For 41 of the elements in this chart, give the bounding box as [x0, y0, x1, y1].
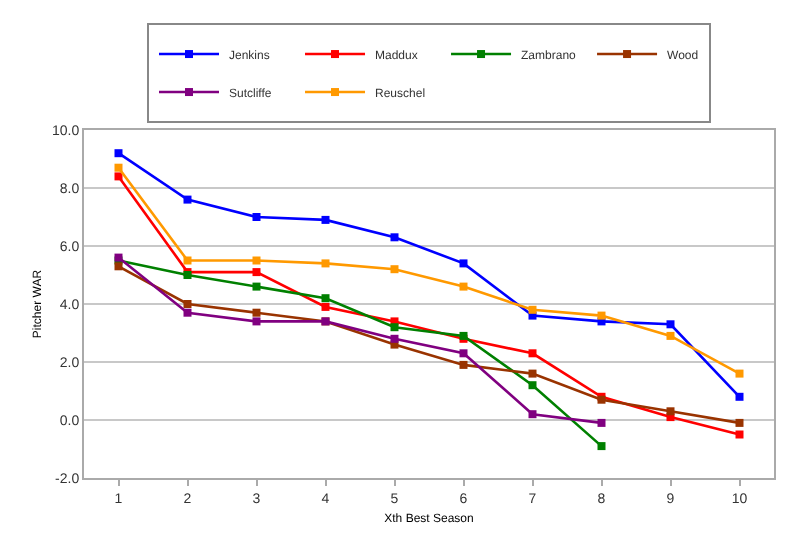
point	[390, 334, 399, 343]
point	[459, 360, 468, 369]
point	[321, 215, 330, 224]
point	[114, 262, 123, 271]
point	[252, 213, 261, 221]
point	[597, 311, 606, 320]
point	[528, 349, 537, 358]
point	[735, 430, 744, 439]
point	[321, 302, 330, 311]
point	[321, 259, 330, 268]
point	[114, 163, 123, 172]
point	[735, 369, 744, 378]
point	[252, 256, 261, 265]
point	[528, 369, 537, 378]
point	[528, 305, 537, 314]
point	[114, 172, 123, 181]
point	[183, 300, 192, 308]
point	[390, 323, 399, 332]
point	[183, 256, 192, 265]
point	[321, 294, 330, 303]
point	[252, 282, 261, 291]
point	[459, 259, 468, 268]
point	[666, 407, 675, 416]
point	[114, 149, 123, 158]
point	[666, 331, 675, 340]
point	[183, 308, 192, 317]
point	[183, 195, 192, 204]
point	[459, 349, 468, 358]
point	[252, 268, 261, 277]
point	[390, 233, 399, 242]
point	[390, 265, 399, 274]
point	[252, 317, 261, 326]
point	[666, 320, 675, 329]
point	[528, 381, 537, 390]
point	[597, 442, 606, 451]
point	[459, 282, 468, 291]
point	[597, 418, 606, 427]
point	[735, 418, 744, 427]
point	[528, 410, 537, 419]
point	[252, 308, 261, 317]
point	[735, 392, 744, 401]
